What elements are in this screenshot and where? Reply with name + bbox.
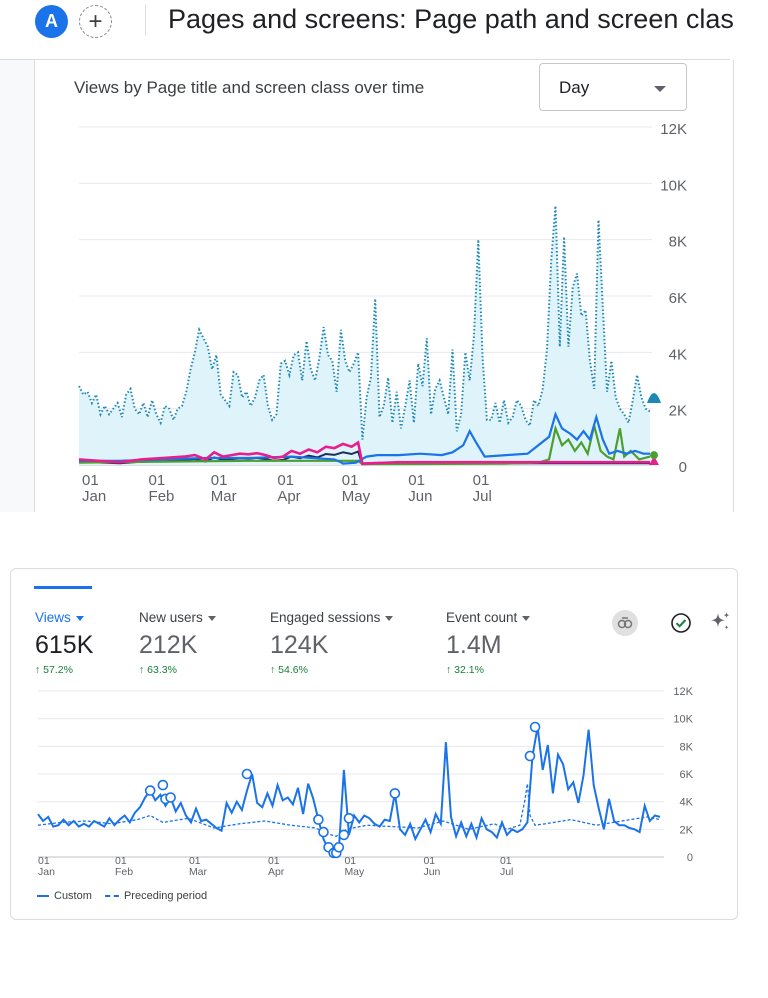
series-blue-line (79, 411, 650, 465)
x-tick-month: Jul (473, 488, 492, 505)
compare-icon[interactable] (612, 610, 638, 636)
top-line-chart: 02K4K6K8K10K12K01Jan01Feb01Mar01Apr01May… (78, 121, 687, 505)
arrow-up-icon: ↑ (139, 664, 148, 676)
granularity-select[interactable]: Day (539, 63, 687, 111)
arrow-up-icon: ↑ (446, 664, 455, 676)
x-tick-month: Feb (149, 488, 175, 505)
x-tick-day: 01 (342, 472, 359, 489)
metric-change: ↑ 54.6% (270, 664, 308, 676)
left-gutter (0, 60, 34, 512)
end-marker-total (647, 393, 661, 404)
x-tick-day: 01 (211, 472, 228, 489)
x-tick-day: 01 (277, 472, 294, 489)
chevron-down-icon (522, 615, 531, 621)
check-circle-icon[interactable] (668, 610, 694, 636)
series-green-line (78, 424, 651, 466)
y-tick-label: 8K (669, 234, 687, 251)
metric-change: ↑ 32.1% (446, 664, 484, 676)
x-tick-month: May (342, 488, 371, 505)
account-avatar[interactable]: A (35, 5, 68, 38)
metric-new-users[interactable]: New users 212K ↑ 63.3% (139, 610, 216, 676)
granularity-value: Day (559, 78, 590, 97)
chart-title: Views by Page title and screen class ove… (74, 78, 425, 97)
header-vertical-divider (145, 5, 146, 35)
y-tick-label: 10K (660, 177, 687, 194)
chevron-down-icon (385, 615, 394, 621)
end-marker-pink (649, 456, 659, 465)
metric-label: Engaged sessions (270, 610, 381, 625)
y-tick-label: 4K (669, 346, 687, 363)
legend-preceding: Preceding period (123, 890, 208, 902)
series-pink-line (78, 440, 650, 465)
metric-label: Views (35, 610, 71, 625)
metric-engaged-sessions[interactable]: Engaged sessions 124K ↑ 54.6% (270, 610, 394, 676)
y-tick-label: 12K (660, 121, 687, 138)
metric-value: 615K (35, 631, 94, 659)
x-tick-month: Jan (82, 488, 106, 505)
metric-event-count[interactable]: Event count 1.4M ↑ 32.1% (446, 610, 531, 676)
sparkle-icon[interactable] (707, 607, 733, 637)
y-tick-label: 6K (669, 290, 687, 307)
add-comparison-button[interactable]: + (79, 5, 112, 38)
metric-value: 212K (139, 631, 198, 659)
x-tick-day: 01 (149, 472, 166, 489)
chevron-down-icon (75, 615, 84, 621)
arrow-up-icon: ↑ (35, 664, 44, 676)
selected-tab-indicator (34, 586, 92, 589)
metric-value: 1.4M (446, 631, 502, 659)
chevron-down-icon (207, 615, 216, 621)
header-divider (0, 59, 730, 60)
x-tick-month: Jun (408, 488, 432, 505)
legend-custom: Custom (54, 890, 92, 902)
y-tick-label: 0 (679, 459, 687, 476)
series-area (79, 205, 650, 465)
x-tick-day: 01 (82, 472, 99, 489)
chevron-down-icon (654, 86, 666, 92)
legend-solid-swatch (37, 895, 49, 898)
metric-label: Event count (446, 610, 518, 625)
metric-value: 124K (270, 631, 329, 659)
y-tick-label: 2K (669, 403, 687, 420)
chart-legend: Custom Preceding period (37, 890, 207, 902)
metric-change: ↑ 63.3% (139, 664, 177, 676)
metric-label: New users (139, 610, 203, 625)
legend-dashed-swatch (104, 895, 119, 898)
metric-change: ↑ 57.2% (35, 664, 73, 676)
x-tick-month: Apr (277, 488, 300, 505)
end-marker-green (650, 451, 658, 460)
x-tick-day: 01 (473, 472, 490, 489)
x-tick-day: 01 (408, 472, 425, 489)
page-title: Pages and screens: Page path and screen … (168, 4, 733, 34)
metric-views[interactable]: Views 615K ↑ 57.2% (35, 610, 93, 676)
arrow-up-icon: ↑ (270, 664, 279, 676)
series-total-line (78, 205, 651, 440)
x-tick-month: Mar (211, 488, 237, 505)
